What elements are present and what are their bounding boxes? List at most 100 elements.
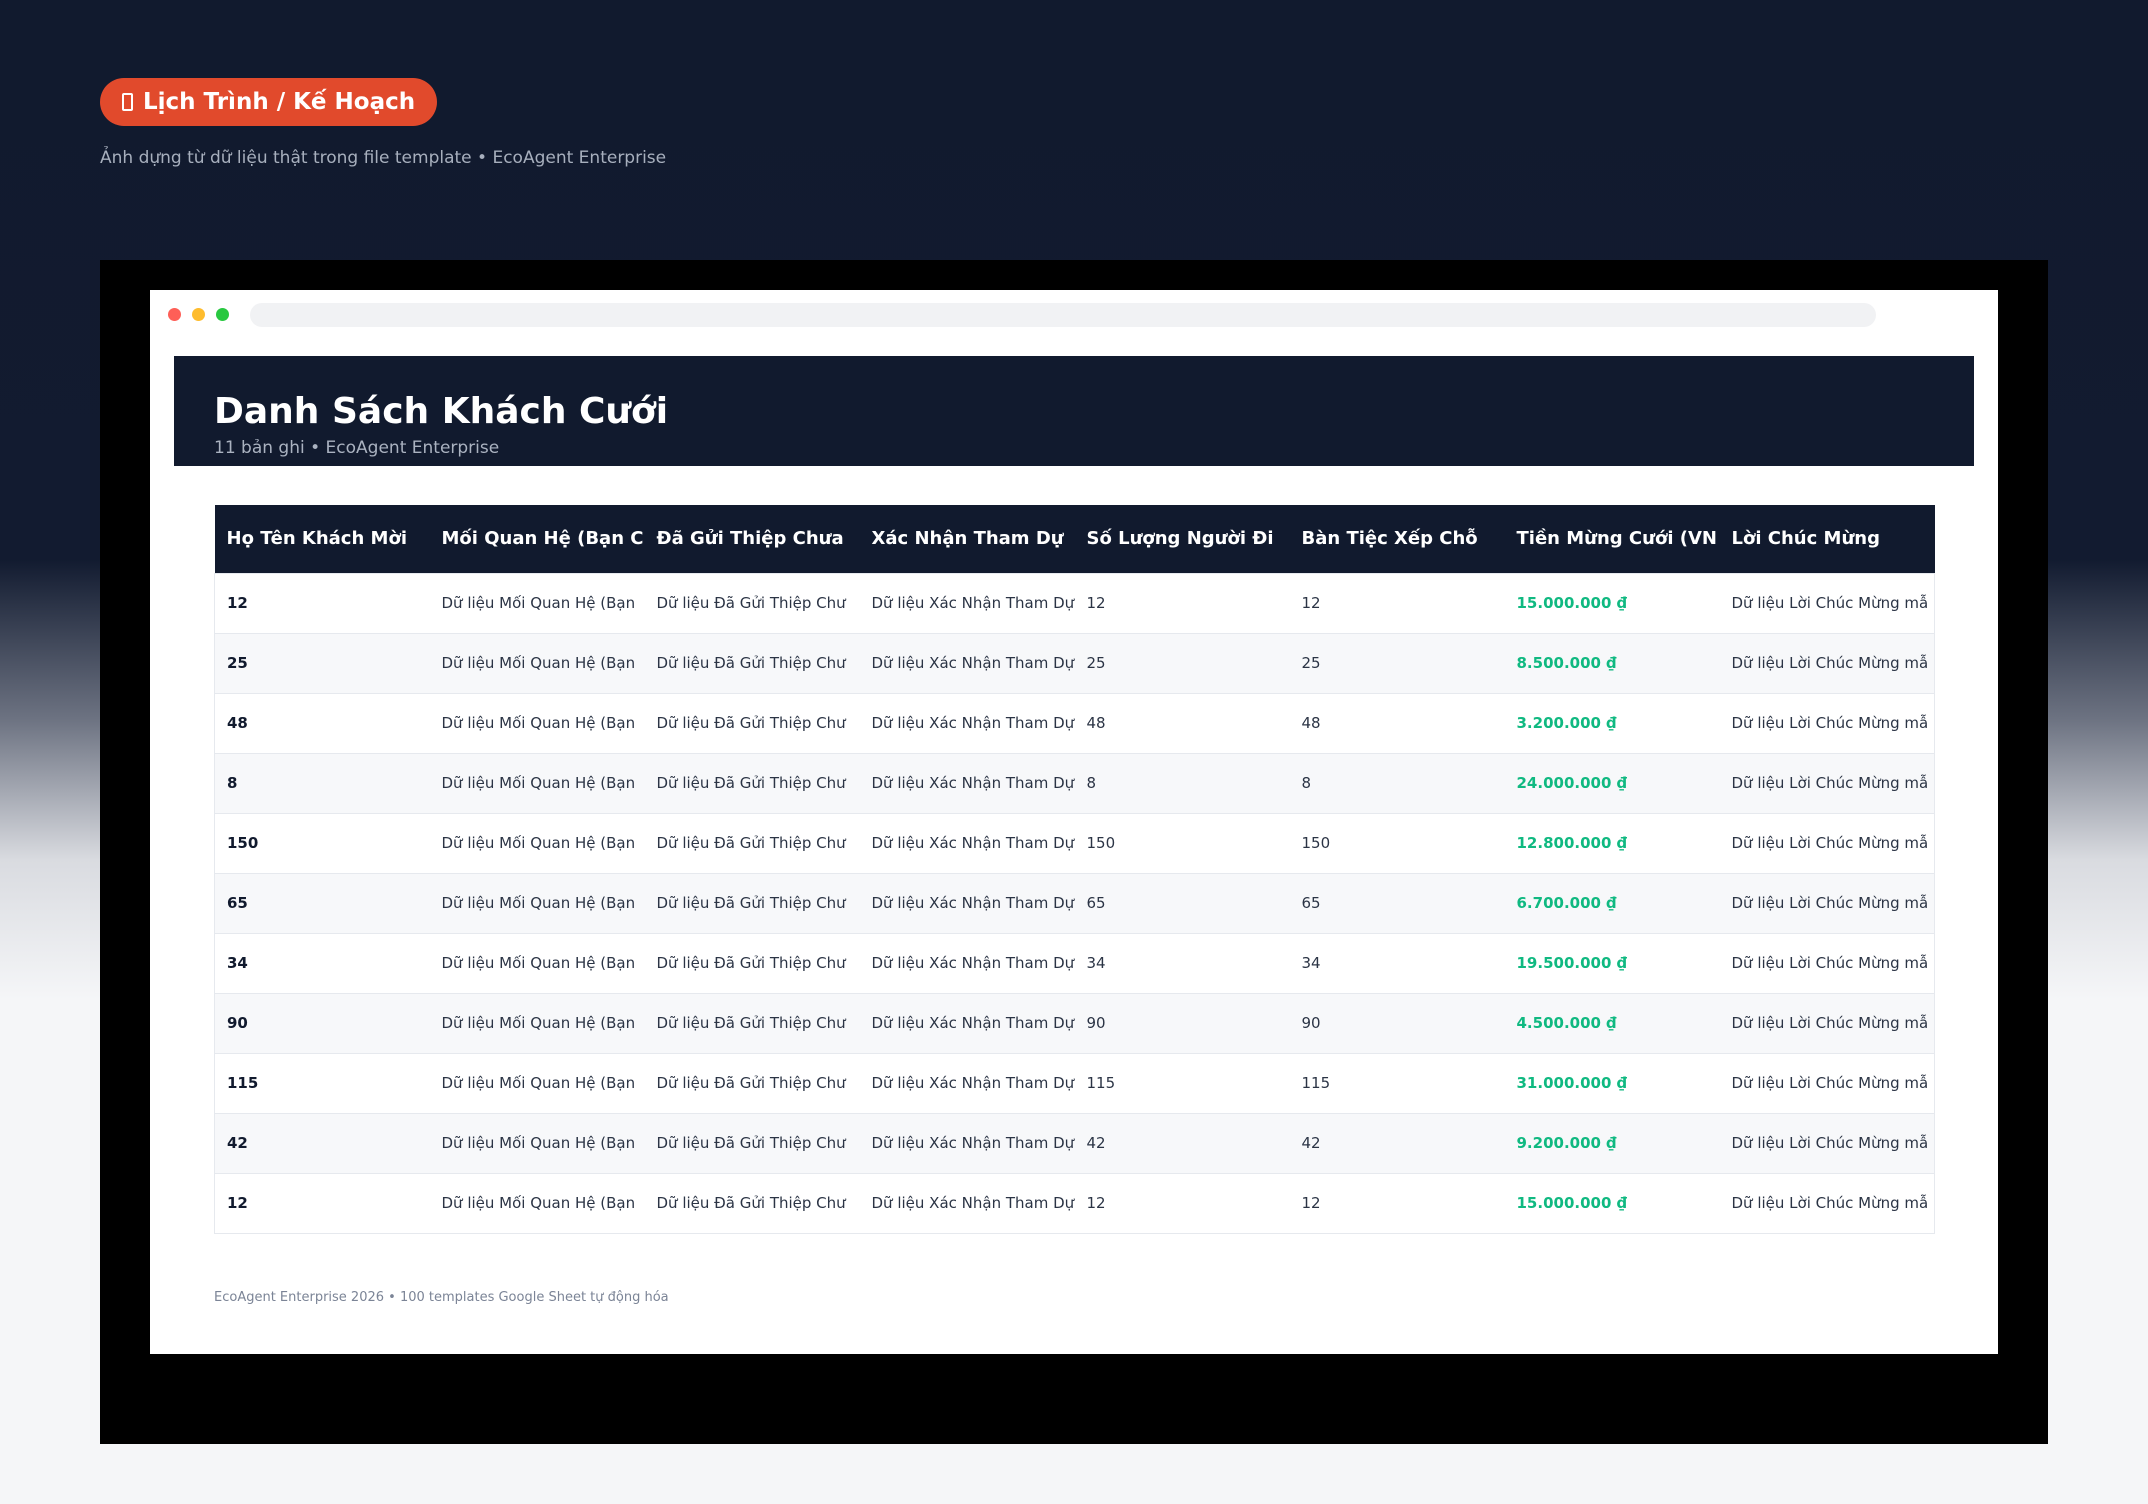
table-cell: 115 bbox=[1289, 1052, 1505, 1113]
table-cell: Dữ liệu Lời Chúc Mừng mẫ bbox=[1719, 872, 1935, 933]
column-header[interactable]: Đã Gửi Thiệp Chưa bbox=[644, 505, 860, 573]
table-cell: Dữ liệu Lời Chúc Mừng mẫ bbox=[1719, 932, 1935, 993]
table-row[interactable]: 65 Dữ liệu Mối Quan Hệ (Bạn Dữ liệu Đã Gửi… bbox=[214, 872, 1935, 933]
table-cell: Dữ liệu Lời Chúc Mừng mẫ bbox=[1719, 812, 1935, 873]
table-cell: Dữ liệu Đã Gửi Thiệp Chư bbox=[644, 872, 860, 933]
column-header[interactable]: Bàn Tiệc Xếp Chỗ bbox=[1289, 505, 1505, 573]
table-cell: Dữ liệu Mối Quan Hệ (Bạn bbox=[429, 872, 645, 933]
page-title: Danh Sách Khách Cưới bbox=[214, 391, 669, 432]
table-row[interactable]: 12 Dữ liệu Mối Quan Hệ (Bạn Dữ liệu Đã Gửi… bbox=[214, 1172, 1935, 1234]
screenshot-frame: Danh Sách Khách Cưới 11 bản ghi • EcoAge… bbox=[100, 260, 2048, 1444]
table-cell: Dữ liệu Mối Quan Hệ (Bạn bbox=[429, 692, 645, 753]
table-cell: 150 bbox=[1289, 812, 1505, 873]
table-cell: 42 bbox=[1074, 1112, 1290, 1173]
table-cell: 12 bbox=[1074, 572, 1290, 633]
money-cell: 6.700.000 ₫ bbox=[1504, 872, 1720, 933]
table-cell: Dữ liệu Mối Quan Hệ (Bạn bbox=[429, 992, 645, 1053]
footer-text: EcoAgent Enterprise 2026 • 100 templates… bbox=[214, 1290, 669, 1305]
table-cell: 25 bbox=[1074, 632, 1290, 693]
table-cell: 34 bbox=[1074, 932, 1290, 993]
table-cell: 90 bbox=[1289, 992, 1505, 1053]
table-cell: 12 bbox=[1074, 1172, 1290, 1234]
table-cell: Dữ liệu Đã Gửi Thiệp Chư bbox=[644, 1112, 860, 1173]
hero-subtitle: Ảnh dựng từ dữ liệu thật trong file temp… bbox=[100, 148, 667, 168]
money-cell: 9.200.000 ₫ bbox=[1504, 1112, 1720, 1173]
table-cell: 65 bbox=[1289, 872, 1505, 933]
table-row[interactable]: 25 Dữ liệu Mối Quan Hệ (Bạn Dữ liệu Đã Gửi… bbox=[214, 632, 1935, 693]
table-cell: 42 bbox=[1289, 1112, 1505, 1173]
table-cell: Dữ liệu Lời Chúc Mừng mẫ bbox=[1719, 572, 1935, 633]
table-cell: Dữ liệu Lời Chúc Mừng mẫ bbox=[1719, 1052, 1935, 1113]
table-cell: Dữ liệu Lời Chúc Mừng mẫ bbox=[1719, 692, 1935, 753]
browser-window: Danh Sách Khách Cưới 11 bản ghi • EcoAge… bbox=[150, 290, 1998, 1354]
table-cell: 12 bbox=[1289, 1172, 1505, 1234]
table-cell: Dữ liệu Đã Gửi Thiệp Chư bbox=[644, 1052, 860, 1113]
table-cell: Dữ liệu Lời Chúc Mừng mẫ bbox=[1719, 992, 1935, 1053]
money-cell: 12.800.000 ₫ bbox=[1504, 812, 1720, 873]
table-cell: 34 bbox=[214, 932, 430, 993]
table-cell: Dữ liệu Lời Chúc Mừng mẫ bbox=[1719, 632, 1935, 693]
minimize-window-dot[interactable] bbox=[192, 308, 205, 321]
table-cell: Dữ liệu Xác Nhận Tham Dự bbox=[859, 1172, 1075, 1234]
table-cell: 90 bbox=[214, 992, 430, 1053]
table-cell: Dữ liệu Mối Quan Hệ (Bạn bbox=[429, 1112, 645, 1173]
table-cell: Dữ liệu Xác Nhận Tham Dự bbox=[859, 812, 1075, 873]
money-cell: 8.500.000 ₫ bbox=[1504, 632, 1720, 693]
table-cell: 150 bbox=[214, 812, 430, 873]
table-cell: Dữ liệu Mối Quan Hệ (Bạn bbox=[429, 632, 645, 693]
sheet-banner: Danh Sách Khách Cưới 11 bản ghi • EcoAge… bbox=[174, 356, 1974, 466]
table-cell: 48 bbox=[1074, 692, 1290, 753]
table-cell: Dữ liệu Mối Quan Hệ (Bạn bbox=[429, 572, 645, 633]
table-row[interactable]: 12 Dữ liệu Mối Quan Hệ (Bạn Dữ liệu Đã Gửi… bbox=[214, 572, 1935, 633]
table-cell: 34 bbox=[1289, 932, 1505, 993]
window-titlebar bbox=[150, 290, 1998, 338]
table-cell: 150 bbox=[1074, 812, 1290, 873]
table-cell: Dữ liệu Xác Nhận Tham Dự bbox=[859, 932, 1075, 993]
table-row[interactable]: 90 Dữ liệu Mối Quan Hệ (Bạn Dữ liệu Đã Gửi… bbox=[214, 992, 1935, 1053]
table-cell: Dữ liệu Xác Nhận Tham Dự bbox=[859, 872, 1075, 933]
maximize-window-dot[interactable] bbox=[216, 308, 229, 321]
category-pill[interactable]: Lịch Trình / Kế Hoạch bbox=[100, 78, 438, 126]
close-window-dot[interactable] bbox=[168, 308, 181, 321]
guest-table: Họ Tên Khách Mời Mối Quan Hệ (Bạn C Đã Gửi… bbox=[214, 505, 1935, 1234]
hero: Lịch Trình / Kế Hoạch Ảnh dựng từ dữ liệ… bbox=[100, 78, 666, 168]
money-cell: 19.500.000 ₫ bbox=[1504, 932, 1720, 993]
table-row[interactable]: 150 Dữ liệu Mối Quan Hệ (Bạn Dữ liệu Đã Gử… bbox=[214, 812, 1935, 873]
column-header[interactable]: Lời Chúc Mừng bbox=[1719, 505, 1935, 573]
table-cell: Dữ liệu Đã Gửi Thiệp Chư bbox=[644, 692, 860, 753]
column-header[interactable]: Họ Tên Khách Mời bbox=[214, 505, 430, 573]
money-cell: 15.000.000 ₫ bbox=[1504, 1172, 1720, 1234]
table-cell: Dữ liệu Xác Nhận Tham Dự bbox=[859, 572, 1075, 633]
table-row[interactable]: 42 Dữ liệu Mối Quan Hệ (Bạn Dữ liệu Đã Gửi… bbox=[214, 1112, 1935, 1173]
table-header-row: Họ Tên Khách Mời Mối Quan Hệ (Bạn C Đã Gửi… bbox=[214, 505, 1935, 573]
table-cell: 12 bbox=[214, 572, 430, 633]
column-header[interactable]: Xác Nhận Tham Dự bbox=[859, 505, 1075, 573]
table-row[interactable]: 48 Dữ liệu Mối Quan Hệ (Bạn Dữ liệu Đã Gửi… bbox=[214, 692, 1935, 753]
table-cell: Dữ liệu Xác Nhận Tham Dự bbox=[859, 992, 1075, 1053]
table-cell: Dữ liệu Mối Quan Hệ (Bạn bbox=[429, 1172, 645, 1234]
table-cell: 65 bbox=[214, 872, 430, 933]
table-cell: Dữ liệu Lời Chúc Mừng mẫ bbox=[1719, 1172, 1935, 1234]
table-row[interactable]: 34 Dữ liệu Mối Quan Hệ (Bạn Dữ liệu Đã Gửi… bbox=[214, 932, 1935, 993]
table-cell: Dữ liệu Xác Nhận Tham Dự bbox=[859, 752, 1075, 813]
table-row[interactable]: 8 Dữ liệu Mối Quan Hệ (Bạn Dữ liệu Đã Gửi … bbox=[214, 752, 1935, 813]
table-cell: 48 bbox=[1289, 692, 1505, 753]
table-cell: Dữ liệu Đã Gửi Thiệp Chư bbox=[644, 752, 860, 813]
table-cell: Dữ liệu Mối Quan Hệ (Bạn bbox=[429, 1052, 645, 1113]
table-cell: 8 bbox=[1074, 752, 1290, 813]
table-cell: Dữ liệu Mối Quan Hệ (Bạn bbox=[429, 812, 645, 873]
money-cell: 24.000.000 ₫ bbox=[1504, 752, 1720, 813]
table-cell: 42 bbox=[214, 1112, 430, 1173]
column-header[interactable]: Tiền Mừng Cưới (VN bbox=[1504, 505, 1720, 573]
table-cell: 25 bbox=[1289, 632, 1505, 693]
column-header[interactable]: Số Lượng Người Đi bbox=[1074, 505, 1290, 573]
table-row[interactable]: 115 Dữ liệu Mối Quan Hệ (Bạn Dữ liệu Đã Gử… bbox=[214, 1052, 1935, 1113]
address-bar[interactable] bbox=[250, 303, 1876, 327]
table-cell: Dữ liệu Đã Gửi Thiệp Chư bbox=[644, 572, 860, 633]
table-cell: Dữ liệu Đã Gửi Thiệp Chư bbox=[644, 1172, 860, 1234]
table-cell: Dữ liệu Đã Gửi Thiệp Chư bbox=[644, 992, 860, 1053]
table-cell: 115 bbox=[1074, 1052, 1290, 1113]
money-cell: 15.000.000 ₫ bbox=[1504, 572, 1720, 633]
category-pill-label: Lịch Trình / Kế Hoạch bbox=[143, 89, 416, 115]
column-header[interactable]: Mối Quan Hệ (Bạn C bbox=[429, 505, 645, 573]
